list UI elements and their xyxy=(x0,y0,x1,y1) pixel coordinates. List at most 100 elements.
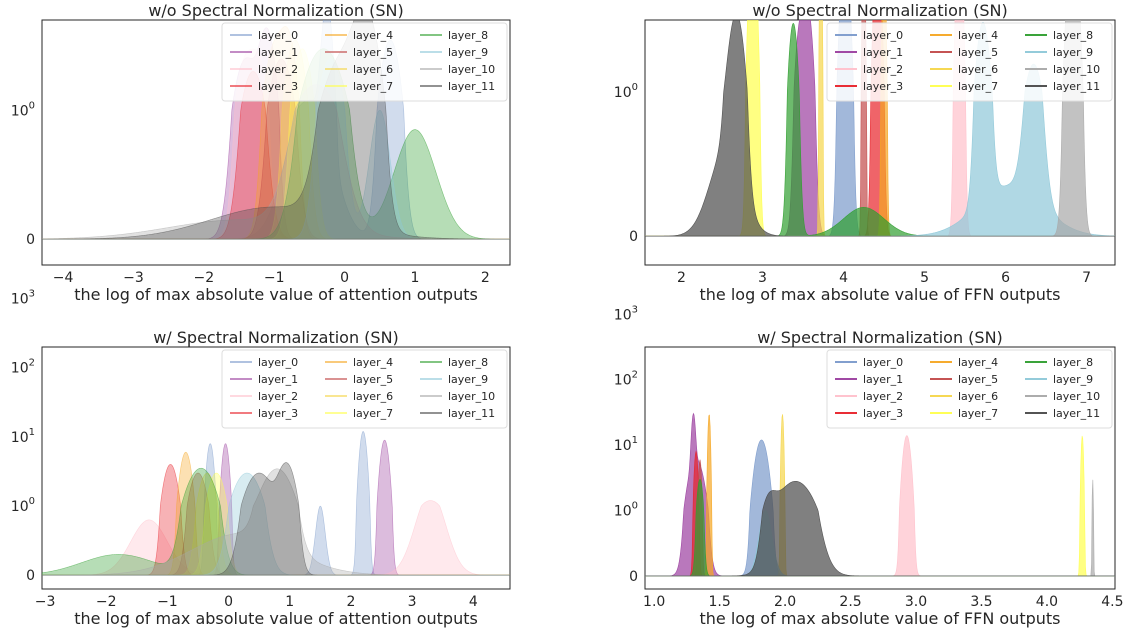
x-axis-label: the log of max absolute value of FFN out… xyxy=(699,285,1060,304)
legend-entry-layer_2: layer_2 xyxy=(258,390,298,403)
legend-entry-layer_1: layer_1 xyxy=(863,46,903,59)
legend-entry-layer_7: layer_7 xyxy=(353,407,393,420)
series-area-layer_11 xyxy=(42,462,510,576)
legend-entry-layer_11: layer_11 xyxy=(1053,407,1100,420)
legend-entry-layer_9: layer_9 xyxy=(1053,46,1093,59)
y-tick-label: 100 xyxy=(614,501,638,520)
x-tick-label: 4.5 xyxy=(1101,594,1123,610)
legend: layer_0layer_1layer_2layer_3layer_4layer… xyxy=(221,349,508,429)
y-tick-label: 100 xyxy=(614,82,638,101)
y-tick-label: 103 xyxy=(11,289,35,308)
x-tick-label: 1.0 xyxy=(643,594,665,610)
legend-entry-layer_2: layer_2 xyxy=(258,63,298,76)
legend-entry-layer_9: layer_9 xyxy=(1053,373,1093,386)
y-tick-label: 0 xyxy=(629,229,638,245)
legend-entry-layer_5: layer_5 xyxy=(353,46,393,59)
legend-entry-layer_4: layer_4 xyxy=(353,29,393,42)
legend-entry-layer_9: layer_9 xyxy=(448,373,488,386)
chart-panel-3: 1.0 1.5 2.0 2.5 3.0 3.5 4.0 4.5 0 100 101 102 103 w/ … xyxy=(614,304,1124,628)
legend-entry-layer_11: layer_11 xyxy=(448,407,495,420)
x-tick-label: 1.5 xyxy=(708,594,730,610)
legend-entry-layer_7: layer_7 xyxy=(353,80,393,93)
chart-title: w/ Spectral Normalization (SN) xyxy=(153,328,399,347)
y-tick-label: 100 xyxy=(11,100,35,119)
legend: layer_0layer_1layer_2layer_3layer_4layer… xyxy=(826,349,1113,429)
legend-entry-layer_10: layer_10 xyxy=(448,63,495,76)
y-tick-label: 103 xyxy=(614,304,638,323)
legend-entry-layer_2: layer_2 xyxy=(863,390,903,403)
chart-panel-2: −3 −2 −1 0 1 2 3 4 0 100 101 102 103 w/ Spectral Norm… xyxy=(11,289,511,628)
legend-entry-layer_3: layer_3 xyxy=(258,407,298,420)
series-area-layer_10 xyxy=(42,84,510,240)
x-axis-label: the log of max absolute value of attenti… xyxy=(74,609,478,628)
legend-entry-layer_1: layer_1 xyxy=(863,373,903,386)
legend-entry-layer_7: layer_7 xyxy=(958,407,998,420)
x-tick-label: 2 xyxy=(677,270,686,286)
y-tick-label: 101 xyxy=(11,427,35,446)
chart-title: w/o Spectral Normalization (SN) xyxy=(752,1,1007,20)
legend: layer_0layer_1layer_2layer_3layer_4layer… xyxy=(221,22,508,102)
x-tick-label: −1 xyxy=(264,270,285,286)
series-group xyxy=(42,431,510,576)
legend-entry-layer_11: layer_11 xyxy=(1053,80,1100,93)
x-tick-label: 3 xyxy=(758,270,767,286)
legend-entry-layer_3: layer_3 xyxy=(863,80,903,93)
legend-entry-layer_3: layer_3 xyxy=(863,407,903,420)
legend-entry-layer_4: layer_4 xyxy=(958,29,998,42)
x-tick-label: 0 xyxy=(224,594,233,610)
legend-entry-layer_3: layer_3 xyxy=(258,80,298,93)
legend-entry-layer_0: layer_0 xyxy=(258,29,298,42)
x-tick-label: 6 xyxy=(1001,270,1010,286)
x-tick-label: 5 xyxy=(920,270,929,286)
series-group xyxy=(645,412,1115,577)
legend-entry-layer_7: layer_7 xyxy=(958,80,998,93)
legend-entry-layer_9: layer_9 xyxy=(448,46,488,59)
x-tick-label: 2 xyxy=(481,270,490,286)
legend-entry-layer_6: layer_6 xyxy=(958,63,998,76)
x-tick-label: 7 xyxy=(1082,270,1091,286)
x-tick-label: 4.0 xyxy=(1036,594,1058,610)
x-tick-label: 2.5 xyxy=(839,594,861,610)
legend-entry-layer_5: layer_5 xyxy=(958,373,998,386)
x-tick-label: 2.0 xyxy=(774,594,796,610)
legend-entry-layer_10: layer_10 xyxy=(1053,390,1100,403)
legend-entry-layer_0: layer_0 xyxy=(863,29,903,42)
x-tick-label: 4 xyxy=(469,594,478,610)
chart-title: w/ Spectral Normalization (SN) xyxy=(757,328,1003,347)
legend-entry-layer_10: layer_10 xyxy=(1053,63,1100,76)
legend-entry-layer_1: layer_1 xyxy=(258,46,298,59)
legend-entry-layer_5: layer_5 xyxy=(353,373,393,386)
legend-entry-layer_8: layer_8 xyxy=(448,356,488,369)
legend-entry-layer_0: layer_0 xyxy=(258,356,298,369)
y-tick-label: 100 xyxy=(11,496,35,515)
y-tick-label: 101 xyxy=(614,435,638,454)
x-tick-label: 0 xyxy=(340,270,349,286)
x-tick-label: −4 xyxy=(53,270,74,286)
chart-panel-1: 2345670100101w/o Spectral Normalization … xyxy=(614,1,1116,304)
legend-entry-layer_4: layer_4 xyxy=(353,356,393,369)
x-tick-label: −2 xyxy=(194,270,215,286)
chart-panel-0: −4−3−2−10120100101w/o Spectral Normaliza… xyxy=(11,1,511,304)
chart-title: w/o Spectral Normalization (SN) xyxy=(148,1,403,20)
x-tick-label: 3.0 xyxy=(905,594,927,610)
legend-entry-layer_6: layer_6 xyxy=(353,390,393,403)
y-tick-label: 102 xyxy=(11,358,35,377)
legend-entry-layer_4: layer_4 xyxy=(958,356,998,369)
legend-entry-layer_11: layer_11 xyxy=(448,80,495,93)
legend-entry-layer_8: layer_8 xyxy=(1053,356,1093,369)
legend-entry-layer_6: layer_6 xyxy=(353,63,393,76)
y-tick-label: 0 xyxy=(26,232,35,248)
legend: layer_0 layer_1 layer_2 layer_3 layer_4layer… xyxy=(826,22,1113,102)
legend-entry-layer_1: layer_1 xyxy=(258,373,298,386)
legend-entry-layer_6: layer_6 xyxy=(958,390,998,403)
y-tick-label: 102 xyxy=(614,370,638,389)
x-tick-label: −3 xyxy=(35,594,56,610)
legend-entry-layer_10: layer_10 xyxy=(448,390,495,403)
x-tick-label: 3.5 xyxy=(970,594,992,610)
legend-entry-layer_2: layer_2 xyxy=(863,63,903,76)
legend-entry-layer_5: layer_5 xyxy=(958,46,998,59)
x-tick-label: −3 xyxy=(123,270,144,286)
legend-entry-layer_8: layer_8 xyxy=(448,29,488,42)
x-tick-label: 4 xyxy=(839,270,848,286)
